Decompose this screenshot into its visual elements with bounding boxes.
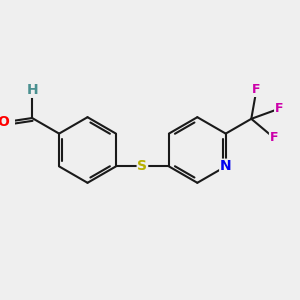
Text: S: S <box>137 159 147 173</box>
Text: F: F <box>275 102 283 115</box>
Text: O: O <box>0 116 9 129</box>
Text: N: N <box>220 159 232 173</box>
Text: F: F <box>252 83 261 96</box>
Text: F: F <box>270 131 278 144</box>
Text: H: H <box>26 83 38 97</box>
